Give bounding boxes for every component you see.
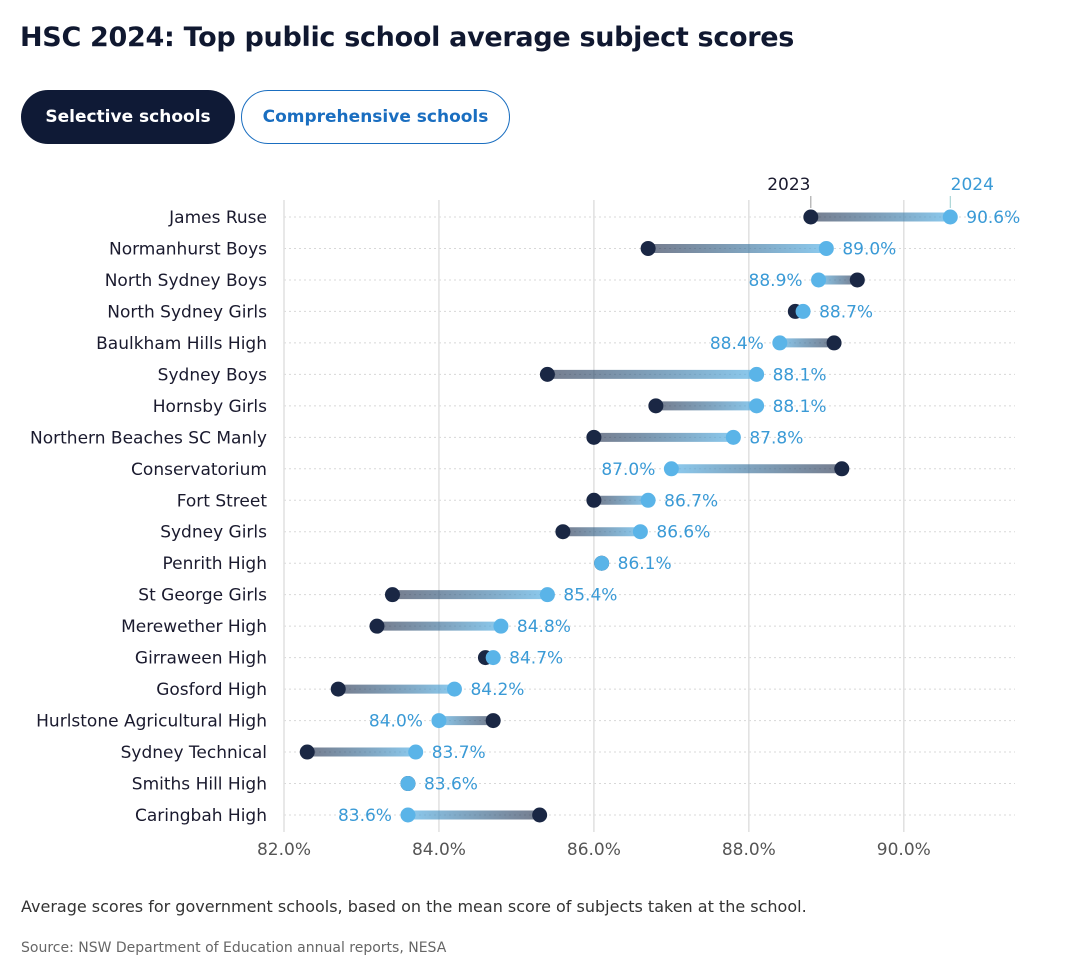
dot-2024 [725, 429, 741, 445]
dot-2024 [795, 303, 811, 319]
category-label: Hurlstone Agricultural High [36, 712, 267, 732]
dot-2024 [772, 335, 788, 351]
tab-selected[interactable]: Selective schools [21, 90, 235, 144]
dot-2024 [539, 587, 555, 603]
value-label: 86.1% [618, 554, 672, 574]
value-label: 87.8% [749, 428, 803, 448]
dot-2024 [446, 681, 462, 697]
dot-2024 [485, 650, 501, 666]
dot-2023 [849, 272, 865, 288]
dot-2023 [384, 587, 400, 603]
dot-2024 [594, 555, 610, 571]
category-label: Fort Street [177, 491, 268, 511]
value-label: 84.0% [369, 712, 423, 732]
dot-2023 [299, 744, 315, 760]
dot-2023 [485, 713, 501, 729]
category-label: Conservatorium [131, 460, 267, 480]
category-label: St George Girls [138, 586, 267, 606]
dot-2023 [369, 618, 385, 634]
dot-2023 [555, 524, 571, 540]
value-label: 84.2% [470, 680, 524, 700]
value-label: 87.0% [601, 460, 655, 480]
category-label: North Sydney Girls [107, 302, 267, 322]
value-label: 88.1% [773, 397, 827, 417]
dot-2024 [818, 240, 834, 256]
source: Source: NSW Department of Education annu… [21, 940, 447, 956]
dot-2023 [640, 240, 656, 256]
title: HSC 2024: Top public school average subj… [20, 22, 795, 53]
note: Average scores for government schools, b… [21, 897, 807, 916]
category-label: James Ruse [168, 208, 267, 228]
x-tick-label: 86.0% [567, 840, 621, 860]
value-label: 84.7% [509, 649, 563, 669]
dot-2024 [749, 398, 765, 414]
dot-2023 [834, 461, 850, 477]
dot-2024 [749, 366, 765, 382]
category-label: Smiths Hill High [132, 775, 267, 795]
category-label: Girraween High [135, 649, 267, 669]
value-label: 83.7% [432, 743, 486, 763]
x-tick-label: 88.0% [722, 840, 776, 860]
category-label: Sydney Girls [160, 523, 267, 543]
value-label: 83.6% [424, 775, 478, 795]
dot-2023 [648, 398, 664, 414]
dot-2024 [942, 209, 958, 225]
dot-2023 [330, 681, 346, 697]
dot-2024 [400, 807, 416, 823]
dot-2024 [811, 272, 827, 288]
value-label: 83.6% [338, 806, 392, 826]
dot-2023 [539, 366, 555, 382]
category-label: Merewether High [121, 617, 267, 637]
dot-2023 [586, 429, 602, 445]
category-label: Sydney Technical [121, 743, 267, 763]
legend-label: 2024 [951, 175, 994, 195]
value-label: 90.6% [966, 208, 1020, 228]
value-label: 88.7% [819, 302, 873, 322]
category-label: Normanhurst Boys [109, 239, 267, 259]
value-label: 85.4% [563, 586, 617, 606]
category-label: Northern Beaches SC Manly [30, 428, 267, 448]
category-label: Caringbah High [135, 806, 267, 826]
value-label: 88.4% [710, 334, 764, 354]
dot-2024 [640, 492, 656, 508]
category-label: North Sydney Boys [105, 271, 267, 291]
value-label: 84.8% [517, 617, 571, 637]
category-label: Sydney Boys [158, 365, 267, 385]
category-label: Penrith High [162, 554, 267, 574]
dot-2024 [493, 618, 509, 634]
category-label: Baulkham Hills High [96, 334, 267, 354]
category-label: Gosford High [156, 680, 267, 700]
x-tick-label: 82.0% [257, 840, 311, 860]
dot-2024 [663, 461, 679, 477]
dot-2024 [408, 744, 424, 760]
dot-2023 [586, 492, 602, 508]
chart: 82.0% 84.0% 86.0% 88.0% 90.0% James Ruse 90.6%… [30, 175, 1020, 860]
dot-2023 [532, 807, 548, 823]
dot-2023 [826, 335, 842, 351]
legend-label: 2023 [767, 175, 810, 195]
category-label: Hornsby Girls [153, 397, 267, 417]
dot-2023 [803, 209, 819, 225]
dot-2024 [400, 776, 416, 792]
x-tick-label: 84.0% [412, 840, 466, 860]
value-label: 89.0% [842, 239, 896, 259]
value-label: 88.1% [773, 365, 827, 385]
value-label: 86.7% [664, 491, 718, 511]
tab[interactable]: Comprehensive schools [241, 90, 510, 144]
dot-2024 [431, 713, 447, 729]
x-tick-label: 90.0% [877, 840, 931, 860]
value-label: 86.6% [656, 523, 710, 543]
dot-2024 [632, 524, 648, 540]
value-label: 88.9% [749, 271, 803, 291]
